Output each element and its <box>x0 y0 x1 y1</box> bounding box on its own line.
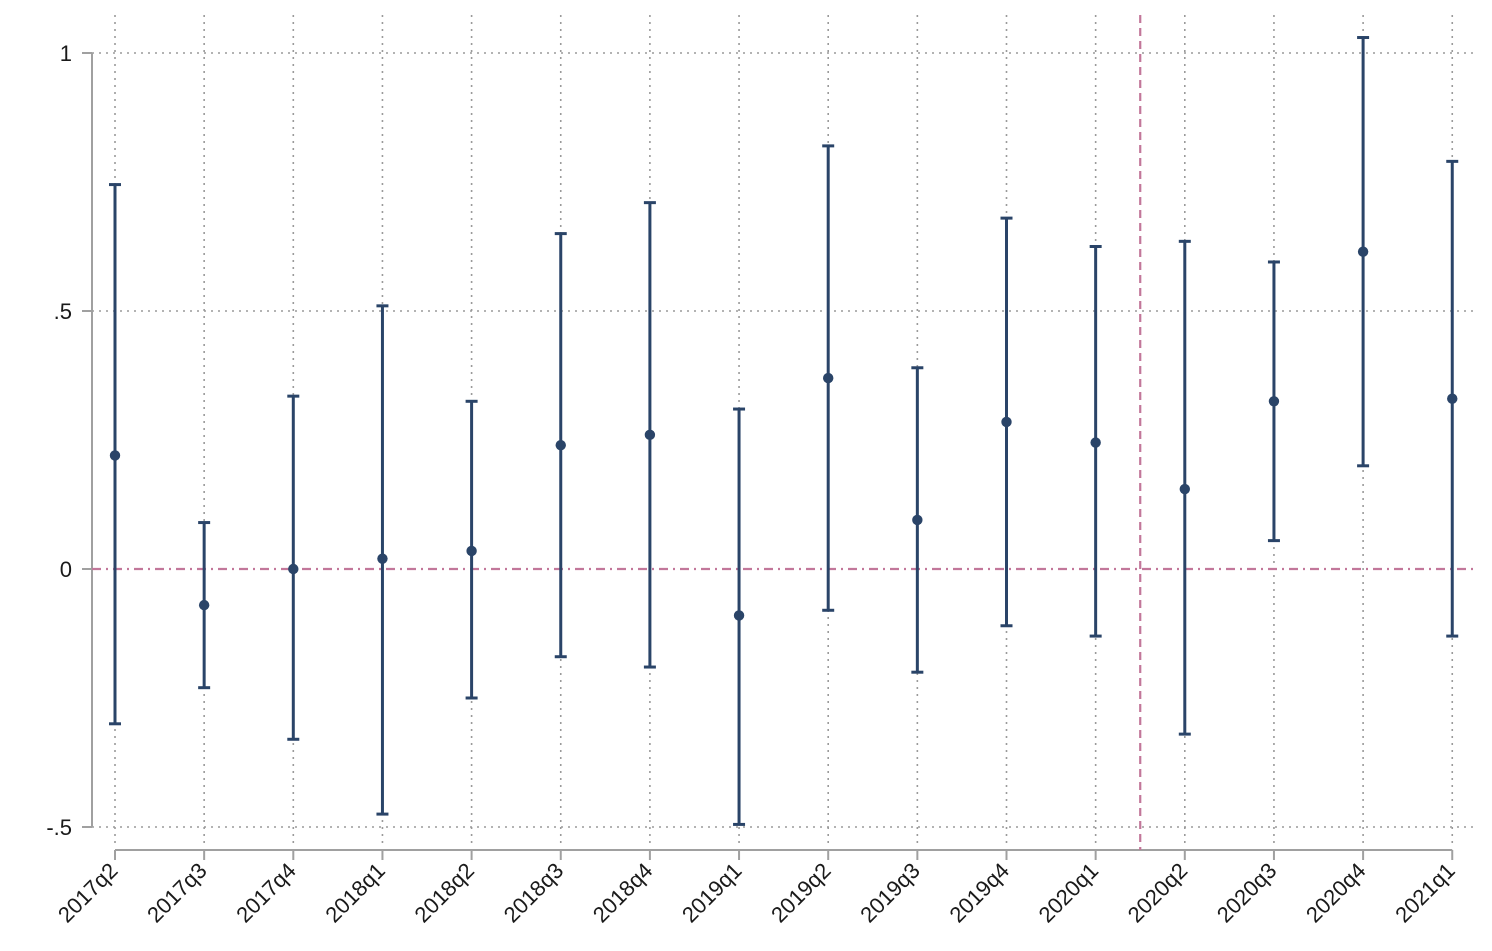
x-tick-label: 2019q3 <box>855 858 925 928</box>
point-estimate <box>644 429 656 441</box>
x-tick-label: 2019q1 <box>677 858 747 928</box>
point-estimate <box>288 563 299 575</box>
point-estimate <box>1179 483 1191 495</box>
y-tick-label: 0 <box>60 557 72 582</box>
estimate-2017q3 <box>198 521 211 690</box>
point-estimate <box>555 439 566 451</box>
x-tick-label: 2018q1 <box>320 858 390 928</box>
axes <box>82 52 1454 860</box>
x-tick-label: 2020q3 <box>1212 858 1282 928</box>
y-tick-label: 1 <box>60 41 72 66</box>
estimate-2017q2 <box>109 183 121 726</box>
x-tick-label: 2017q2 <box>53 858 123 928</box>
point-estimate <box>733 610 745 621</box>
point-estimate <box>912 514 923 526</box>
point-estimate <box>1090 437 1101 448</box>
estimate-2018q1 <box>376 304 389 816</box>
estimate-2019q4 <box>1000 216 1013 628</box>
estimate-2019q2 <box>822 144 835 612</box>
x-tick-label: 2019q4 <box>944 858 1014 928</box>
point-estimate <box>823 372 834 384</box>
y-tick-label: .5 <box>54 299 72 324</box>
x-tick-label: 2018q3 <box>499 858 569 928</box>
x-tick-label: 2021q1 <box>1390 858 1460 928</box>
y-tick-labels: -.5 0 .5 1 <box>46 41 72 840</box>
estimate-2020q2 <box>1178 239 1191 736</box>
point-estimate <box>1001 416 1012 428</box>
estimate-2019q1 <box>733 407 746 826</box>
x-tick-label: 2020q1 <box>1034 858 1104 928</box>
reference-lines <box>92 15 1478 850</box>
point-estimate <box>109 450 121 461</box>
point-estimate <box>1268 396 1280 407</box>
x-tick-label: 2018q4 <box>588 858 658 928</box>
x-tick-label: 2017q4 <box>231 858 301 928</box>
estimate-2020q4 <box>1357 36 1370 468</box>
data-marks <box>109 36 1459 826</box>
x-tick-label: 2017q3 <box>142 858 212 928</box>
gridlines <box>92 15 1478 843</box>
point-estimate <box>466 545 477 557</box>
estimate-2017q4 <box>287 394 300 741</box>
estimate-2019q3 <box>911 366 924 674</box>
x-tick-labels: 2017q2 2017q3 2017q4 2018q1 2018q2 2018q3 2018… <box>53 858 1460 928</box>
x-tick-label: 2018q2 <box>410 858 480 928</box>
x-tick-label: 2020q4 <box>1301 858 1371 928</box>
point-estimate <box>1447 393 1458 404</box>
point-estimate <box>1357 246 1369 257</box>
x-tick-label: 2019q2 <box>766 858 836 928</box>
y-tick-label: -.5 <box>46 815 72 840</box>
point-estimate <box>377 553 388 564</box>
point-estimate <box>198 599 210 611</box>
x-tick-label: 2020q2 <box>1123 858 1193 928</box>
estimate-2018q3 <box>554 232 567 659</box>
estimate-2021q1 <box>1446 159 1459 638</box>
estimate-2018q4 <box>643 201 656 669</box>
estimate-2020q3 <box>1267 260 1280 543</box>
estimate-2018q2 <box>465 399 478 700</box>
estimate-2020q1 <box>1089 245 1102 638</box>
